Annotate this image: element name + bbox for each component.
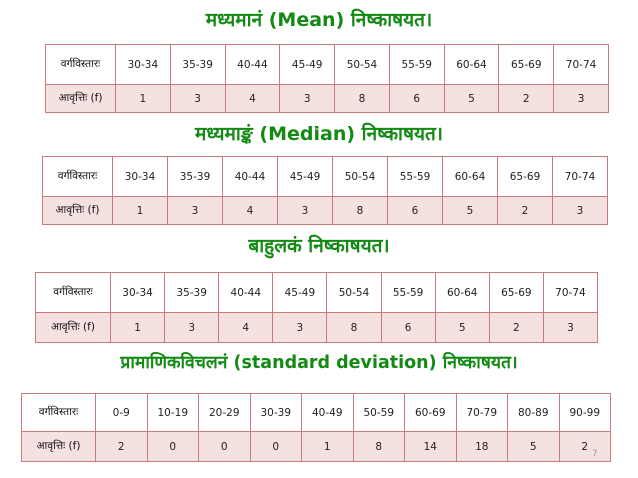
table-mean: वर्गविस्तारः 30-34 35-39 40-44 45-49 50-… — [45, 44, 609, 113]
frequency-value: 5 — [442, 196, 498, 225]
class-range: 50-54 — [326, 272, 382, 313]
class-range: 45-49 — [272, 272, 328, 313]
frequency-value: 2 — [497, 196, 553, 225]
frequency-value: 6 — [380, 312, 436, 343]
frequency-value: 8 — [326, 312, 382, 343]
frequency-value: 0 — [198, 431, 251, 462]
frequency-value: 3 — [553, 84, 609, 113]
class-range: 45-49 — [279, 44, 336, 85]
frequency-value: 2 — [95, 431, 148, 462]
frequency-value: 0 — [146, 431, 199, 462]
frequency-value: 1 — [115, 84, 171, 113]
frequency-value: 3 — [164, 312, 220, 343]
class-range: 50-54 — [334, 44, 390, 85]
class-range: 50-54 — [332, 156, 388, 197]
heading-mean: मध्यमानं (Mean) निष्काषयत। — [205, 9, 433, 31]
class-range-label: वर्गविस्तारः — [42, 156, 113, 197]
frequency-value: 5 — [507, 431, 560, 462]
frequency-value: 3 — [272, 312, 328, 343]
class-range: 40-49 — [301, 393, 354, 432]
table-median: वर्गविस्तारः 30-34 35-39 40-44 45-49 50-… — [42, 156, 608, 225]
class-range: 40-44 — [222, 156, 278, 197]
class-range: 60-69 — [404, 393, 457, 432]
frequency-value: 1 — [301, 431, 354, 462]
frequency-value: 4 — [222, 196, 278, 225]
class-range: 55-59 — [380, 272, 436, 313]
class-range: 30-34 — [109, 272, 166, 313]
class-range: 10-19 — [146, 393, 199, 432]
class-range: 90-99 — [558, 393, 611, 432]
class-range: 30-34 — [112, 156, 168, 197]
frequency-value: 2 — [498, 84, 555, 113]
frequency-value: 0 — [249, 431, 302, 462]
class-range: 35-39 — [167, 156, 223, 197]
frequency-value: 6 — [388, 84, 445, 113]
frequency-label: आवृत्तिः (f) — [45, 84, 116, 113]
class-range: 20-29 — [198, 393, 251, 432]
class-range: 35-39 — [169, 44, 226, 85]
frequency-value: 6 — [387, 196, 443, 225]
frequency-value: 8 — [332, 196, 388, 225]
class-range: 30-34 — [115, 44, 171, 85]
class-range: 60-64 — [434, 272, 490, 313]
class-range: 70-74 — [552, 156, 608, 197]
frequency-value: 3 — [167, 196, 223, 225]
class-range: 70-74 — [553, 44, 609, 85]
class-range: 35-39 — [164, 272, 220, 313]
class-range: 65-69 — [488, 272, 544, 313]
class-range: 60-64 — [442, 156, 498, 197]
class-range: 45-49 — [277, 156, 333, 197]
table-standard-deviation: वर्गविस्तारः 0-9 10-19 20-29 30-39 40-49… — [21, 393, 611, 462]
frequency-value: 3 — [279, 84, 336, 113]
heading-median: मध्यमाङ्कं (Median) निष्काषयत। — [194, 123, 444, 145]
heading-mode: बाहुलकं निष्काषयत। — [248, 235, 390, 257]
heading-standard-deviation: प्रामाणिकविचलनं (standard deviation) निष… — [120, 353, 518, 373]
frequency-value: 5 — [443, 84, 500, 113]
frequency-label: आवृत्तिः (f) — [35, 312, 111, 343]
class-range-label: वर्गविस्तारः — [21, 393, 96, 432]
class-range: 70-74 — [542, 272, 599, 313]
page-number: 7 — [592, 449, 598, 459]
class-range: 65-69 — [498, 44, 555, 85]
frequency-value: 2 — [558, 431, 611, 462]
frequency-value: 8 — [334, 84, 390, 113]
frequency-value: 3 — [277, 196, 333, 225]
frequency-value: 8 — [352, 431, 405, 462]
class-range: 55-59 — [387, 156, 443, 197]
table-mode: वर्गविस्तारः 30-34 35-39 40-44 45-49 50-… — [35, 272, 599, 343]
frequency-value: 3 — [169, 84, 226, 113]
class-range: 60-64 — [443, 44, 500, 85]
class-range: 30-39 — [249, 393, 302, 432]
class-range: 55-59 — [388, 44, 445, 85]
frequency-value: 1 — [109, 312, 166, 343]
class-range: 65-69 — [497, 156, 553, 197]
frequency-value: 2 — [488, 312, 544, 343]
class-range: 0-9 — [95, 393, 148, 432]
frequency-value: 5 — [434, 312, 490, 343]
frequency-value: 14 — [404, 431, 457, 462]
frequency-value: 4 — [224, 84, 281, 113]
frequency-value: 4 — [218, 312, 274, 343]
frequency-value: 3 — [552, 196, 608, 225]
class-range: 80-89 — [507, 393, 560, 432]
frequency-label: आवृत्तिः (f) — [42, 196, 113, 225]
frequency-value: 1 — [112, 196, 168, 225]
frequency-label: आवृत्तिः (f) — [21, 431, 96, 462]
class-range: 40-44 — [224, 44, 281, 85]
class-range-label: वर्गविस्तारः — [35, 272, 111, 313]
class-range: 70-79 — [455, 393, 508, 432]
frequency-value: 18 — [455, 431, 508, 462]
class-range: 40-44 — [218, 272, 274, 313]
class-range-label: वर्गविस्तारः — [45, 44, 116, 85]
frequency-value: 3 — [542, 312, 599, 343]
class-range: 50-59 — [352, 393, 405, 432]
